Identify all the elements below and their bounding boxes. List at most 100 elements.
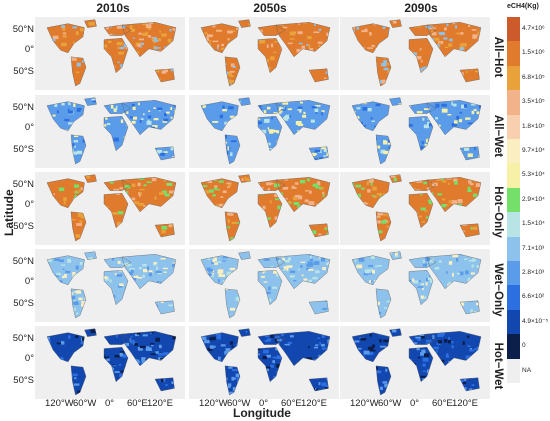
world-map	[351, 174, 482, 242]
legend-label: 6.6×10²	[522, 293, 545, 301]
y-tick-label: 0°	[24, 353, 34, 364]
y-tick-label: 50°N	[12, 179, 34, 190]
world-map	[46, 174, 177, 242]
legend-label: 1.5×10⁶	[522, 49, 545, 57]
legend-label: 2.9×10⁴	[522, 195, 545, 203]
world-map	[46, 19, 177, 87]
legend-swatch	[507, 163, 520, 188]
x-tick-label: 60°W	[227, 398, 251, 409]
world-map	[200, 97, 331, 165]
world-map	[351, 328, 482, 396]
x-tick-label: 120°W	[350, 398, 379, 409]
map-panel-3-0	[35, 249, 185, 322]
world-map	[46, 251, 177, 319]
x-tick-label: 0°	[105, 398, 115, 409]
world-map	[46, 97, 177, 165]
map-panel-4-2	[340, 326, 490, 399]
map-panel-1-0	[35, 95, 185, 168]
legend-label: 1.5×10⁴	[522, 220, 545, 228]
x-tick-label: 120°E	[452, 398, 478, 409]
y-tick-label: 50°N	[12, 333, 34, 344]
y-axis-title: Latitude	[2, 189, 16, 236]
y-tick-label: 50°S	[13, 298, 34, 309]
world-map	[200, 174, 331, 242]
y-tick-label: 50°N	[12, 256, 34, 267]
x-tick-label: 60°E	[281, 398, 302, 409]
legend-swatch	[507, 334, 520, 359]
x-tick-label: 120°E	[147, 398, 173, 409]
legend-swatch	[507, 309, 520, 335]
y-tick-label: 50°S	[13, 375, 34, 386]
legend-label: NA	[522, 366, 532, 374]
x-tick-label: 60°E	[432, 398, 453, 409]
x-tick-label: 120°W	[45, 398, 74, 409]
legend-swatch	[507, 90, 520, 115]
legend-swatch	[507, 17, 520, 42]
legend-label: 4.9×10⁻⁵	[522, 317, 549, 325]
legend-swatch	[507, 139, 520, 164]
world-map	[351, 251, 482, 319]
row-label-wet-only: Wet−Only	[492, 263, 504, 317]
map-panel-3-1	[189, 249, 339, 322]
column-title-2090s: 2090s	[404, 1, 438, 15]
map-panel-2-1	[189, 172, 339, 245]
y-tick-label: 0°	[24, 276, 34, 287]
map-panel-1-1	[189, 95, 339, 168]
legend-title: eCH4(Kg)	[507, 3, 539, 10]
legend-swatch	[507, 212, 520, 237]
legend-label: 4.7×10⁶	[522, 25, 545, 32]
map-panel-2-2	[340, 172, 490, 245]
row-label-hot-only: Hot−Only	[492, 186, 504, 238]
y-tick-label: 50°S	[13, 66, 34, 77]
legend-label: 2.8×10³	[522, 269, 545, 276]
legend-swatch	[507, 261, 520, 286]
legend-swatch	[507, 65, 520, 91]
world-map	[46, 328, 177, 396]
y-tick-label: 0°	[24, 44, 34, 55]
x-axis-title: Longitude	[233, 406, 291, 420]
legend-label: 5.3×10⁴	[522, 171, 545, 179]
legend-label: 9.7×10⁴	[522, 147, 545, 154]
map-panel-2-0	[35, 172, 185, 245]
map-panel-4-0	[35, 326, 185, 399]
legend-swatch	[507, 285, 520, 310]
row-label-hot-wet: Hot−Wet	[492, 342, 504, 390]
legend-label: 7.1×10³	[522, 244, 545, 252]
legend-label: 3.5×10⁵	[522, 98, 545, 106]
map-panel-3-2	[340, 249, 490, 322]
legend-swatch	[507, 187, 520, 213]
map-panel-4-1	[189, 326, 339, 399]
world-map	[200, 251, 331, 319]
map-panel-0-2	[340, 17, 490, 90]
world-map	[200, 19, 331, 87]
column-title-2050s: 2050s	[253, 1, 287, 15]
legend-swatch	[507, 114, 520, 139]
y-tick-label: 50°S	[13, 221, 34, 232]
y-tick-label: 50°N	[12, 102, 34, 113]
y-tick-label: 50°N	[12, 24, 34, 35]
y-tick-label: 50°S	[13, 144, 34, 155]
legend-swatch	[507, 236, 520, 261]
x-tick-label: 0°	[410, 398, 420, 409]
legend-label: 1.8×10⁵	[522, 122, 545, 130]
x-tick-label: 120°W	[199, 398, 228, 409]
world-map	[351, 97, 482, 165]
row-label-all-hot: All−Hot	[492, 36, 504, 78]
map-panel-0-1	[189, 17, 339, 90]
y-tick-label: 0°	[24, 122, 34, 133]
x-tick-label: 60°W	[73, 398, 97, 409]
world-map	[200, 328, 331, 396]
world-map	[351, 19, 482, 87]
row-label-all-wet: All−Wet	[492, 114, 504, 158]
legend-label: 6.8×10⁵	[522, 73, 545, 81]
legend-swatch	[507, 41, 520, 66]
map-panel-1-2	[340, 95, 490, 168]
x-tick-label: 0°	[259, 398, 269, 409]
x-tick-label: 120°E	[301, 398, 327, 409]
column-title-2010s: 2010s	[96, 1, 130, 15]
legend-label: 0	[522, 342, 526, 350]
x-tick-label: 60°W	[378, 398, 402, 409]
map-panel-0-0	[35, 17, 185, 90]
x-tick-label: 60°E	[127, 398, 148, 409]
legend-swatch	[507, 358, 520, 383]
